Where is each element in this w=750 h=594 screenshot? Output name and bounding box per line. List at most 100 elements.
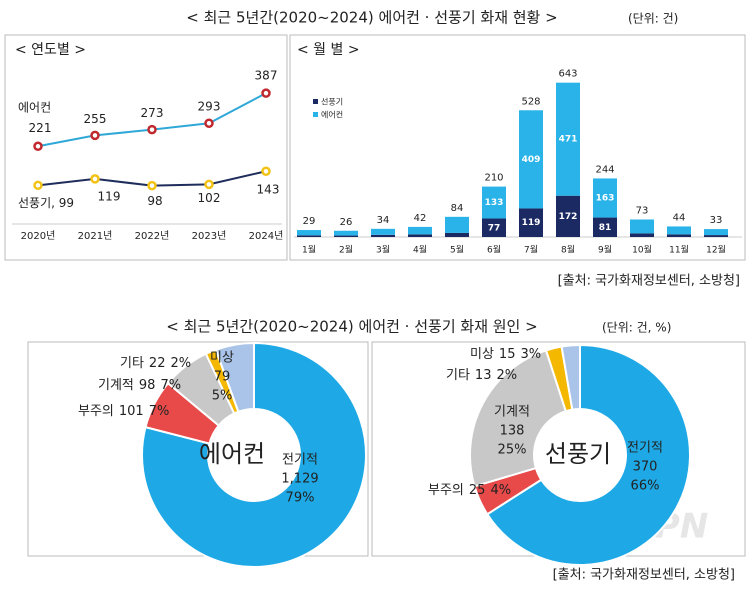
slice-label-part: 4% bbox=[490, 483, 511, 498]
segment-label: 81 bbox=[599, 223, 612, 233]
slice-label-part: 2% bbox=[170, 356, 191, 371]
data-label: 293 bbox=[198, 100, 221, 114]
x-tick-label: 2024년 bbox=[249, 230, 284, 242]
total-label: 244 bbox=[595, 164, 614, 175]
marker bbox=[261, 88, 271, 98]
x-tick-label: 2021년 bbox=[78, 230, 113, 242]
slice-label-part: 98 bbox=[139, 378, 156, 393]
unit: (단위: 건) bbox=[628, 12, 678, 26]
unit: (단위: 건, %) bbox=[602, 321, 671, 335]
data-label: 119 bbox=[98, 189, 121, 203]
legend-label: 선풍기 bbox=[321, 98, 343, 107]
bar-segment bbox=[445, 232, 469, 237]
slice-label-part: 기타 bbox=[120, 356, 144, 371]
data-label: 273 bbox=[141, 106, 164, 120]
center-label: 선풍기 bbox=[545, 440, 611, 468]
marker bbox=[147, 180, 157, 191]
total-label: 210 bbox=[484, 173, 503, 184]
slice-label: 부주의 25 4% bbox=[428, 483, 511, 498]
bar-segment bbox=[334, 235, 358, 237]
title: < 최근 5년간(2020~2024) 에어컨 · 선풍기 화재 원인 > bbox=[166, 318, 537, 336]
slice-label: 5% bbox=[212, 389, 233, 404]
panel bbox=[27, 341, 369, 557]
bar-segment bbox=[482, 218, 506, 237]
segment-label: 163 bbox=[596, 194, 615, 204]
slice-label: 66% bbox=[631, 479, 660, 494]
slice-label: 79 bbox=[214, 370, 231, 385]
segment-label: 471 bbox=[559, 135, 578, 145]
data-label: 387 bbox=[255, 69, 278, 83]
bar-segment bbox=[593, 178, 617, 218]
donut-slice bbox=[141, 341, 367, 568]
marker bbox=[33, 141, 43, 152]
bar-segment bbox=[297, 230, 321, 236]
slice-label: 370 bbox=[633, 460, 658, 475]
slice-label: 138 bbox=[500, 424, 525, 439]
bar-segment bbox=[593, 217, 617, 237]
bar-segment bbox=[704, 229, 728, 236]
bar-segment bbox=[519, 110, 543, 209]
slice-label: 기계적 bbox=[494, 405, 530, 420]
slice-label: 기타 13 2% bbox=[446, 368, 517, 383]
total-label: 42 bbox=[414, 213, 427, 224]
x-tick-label: 2020년 bbox=[21, 230, 56, 242]
marker bbox=[33, 180, 43, 191]
slice-label-part: 15 bbox=[499, 347, 516, 362]
donut-slice bbox=[485, 343, 691, 566]
marker bbox=[90, 130, 100, 141]
source: [출처: 국가화재정보센터, 소방청] bbox=[553, 568, 735, 583]
data-label: 102 bbox=[198, 191, 221, 205]
donut-slice bbox=[560, 343, 581, 411]
x-tick-label: 6월 bbox=[487, 244, 501, 256]
slice-label: 25% bbox=[498, 443, 527, 458]
x-tick-label: 3월 bbox=[376, 244, 390, 256]
data-label: 98 bbox=[147, 194, 162, 208]
slice-label: 79% bbox=[286, 491, 315, 506]
panel bbox=[289, 34, 746, 261]
x-tick-label: 2023년 bbox=[192, 230, 227, 242]
total-label: 33 bbox=[710, 215, 723, 226]
data-label: 선풍기, 99 bbox=[18, 196, 74, 210]
center-label: 에어컨 bbox=[199, 440, 265, 468]
total-label: 84 bbox=[451, 203, 464, 214]
segment-label: 119 bbox=[522, 218, 541, 228]
legend-swatch bbox=[313, 112, 318, 117]
bar-segment bbox=[334, 230, 358, 236]
bar-segment bbox=[630, 219, 654, 234]
bar-segment bbox=[667, 226, 691, 235]
panel bbox=[4, 34, 288, 261]
marker bbox=[147, 124, 157, 135]
bar-segment bbox=[630, 233, 654, 237]
slice-label: 기타 22 2% bbox=[120, 356, 191, 371]
slice-label: 1,129 bbox=[281, 472, 318, 487]
title: < 최근 5년간(2020~2024) 에어컨 · 선풍기 화재 현황 > bbox=[186, 9, 557, 27]
bar-segment bbox=[556, 82, 580, 196]
slice-label: 부주의 101 7% bbox=[78, 404, 169, 419]
slice-label: 전기적 bbox=[282, 453, 318, 468]
total-label: 73 bbox=[636, 205, 649, 216]
data-label: 221 bbox=[29, 121, 52, 135]
donut-slice bbox=[214, 341, 255, 414]
series-label: 에어컨 bbox=[18, 101, 51, 115]
slice-label-part: 미상 bbox=[470, 347, 494, 362]
slice-label: 전기적 bbox=[627, 441, 663, 456]
legend-label: 에어컨 bbox=[321, 110, 343, 120]
x-tick-label: 8월 bbox=[561, 244, 575, 256]
marker bbox=[90, 174, 100, 184]
slice-label: 기계적 98 7% bbox=[98, 378, 181, 393]
segment-label: 77 bbox=[488, 223, 501, 233]
x-tick-label: 11월 bbox=[669, 244, 689, 256]
marker bbox=[204, 118, 214, 128]
slice-label-part: 25 bbox=[469, 483, 486, 498]
marker bbox=[204, 179, 214, 190]
bar-segment bbox=[297, 235, 321, 237]
bar-segment bbox=[556, 195, 580, 237]
x-tick-label: 12월 bbox=[706, 244, 726, 256]
x-tick-label: 2022년 bbox=[135, 230, 170, 242]
total-label: 643 bbox=[558, 69, 577, 80]
total-label: 528 bbox=[521, 96, 540, 107]
bar-segment bbox=[445, 216, 469, 233]
legend-swatch bbox=[313, 99, 318, 104]
slice-label: 미상 15 3% bbox=[470, 347, 541, 362]
